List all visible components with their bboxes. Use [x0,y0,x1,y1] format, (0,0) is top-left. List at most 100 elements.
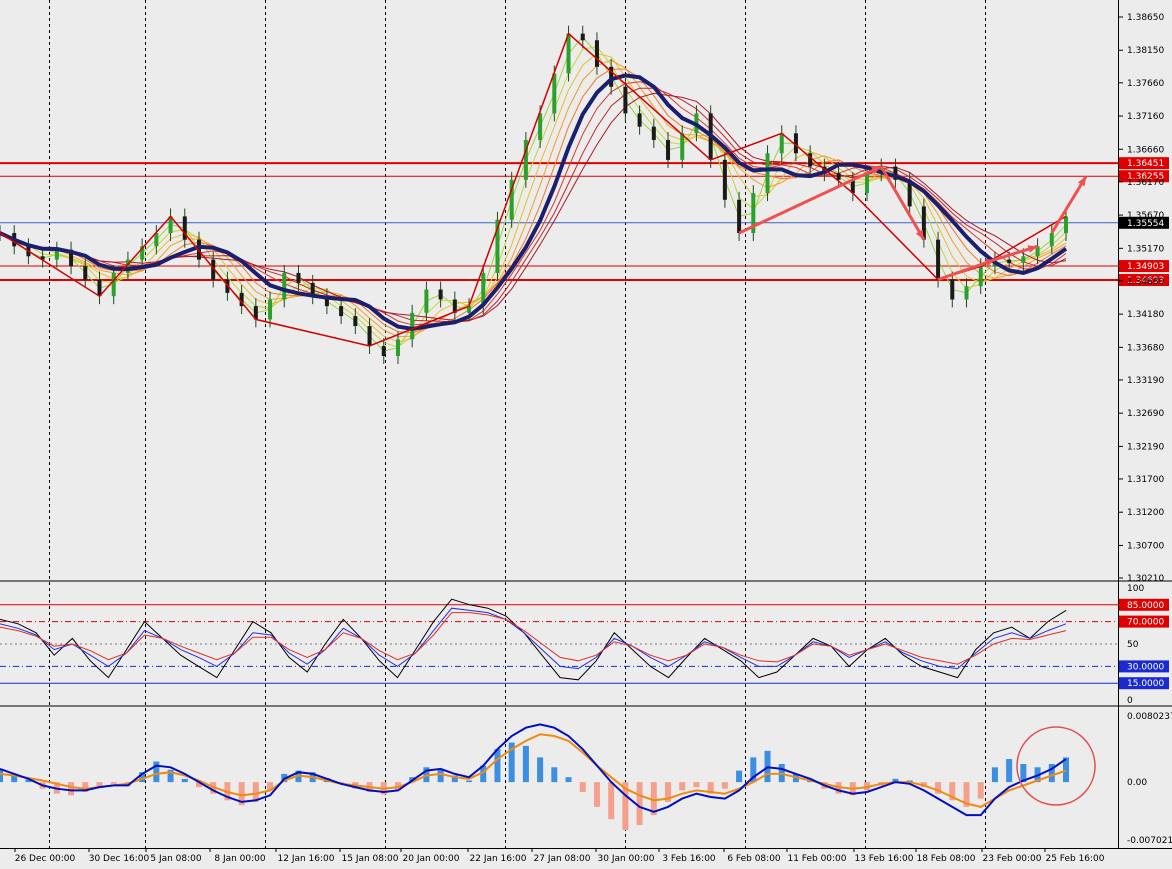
price-axis-label: 1.32190 [1127,442,1164,452]
stochastic-line [0,612,1067,665]
trend-arrow [879,165,926,241]
candle-body [239,292,244,307]
stochastic-level-label: 15.0000 [1127,679,1164,689]
macd-histogram-bar [565,777,572,783]
price-axis-label: 1.36170 [1127,178,1164,188]
macd-histogram-bar [466,780,473,783]
macd-histogram-bar [892,778,899,783]
price-axis-label: 1.38150 [1127,46,1164,56]
candle-body [609,66,614,87]
macd-line [0,723,1067,817]
candle-body [850,179,855,194]
stochastic-axis-label: 0 [1127,696,1133,706]
candle-body [808,153,813,167]
macd-histogram-bar [665,782,672,802]
macd-histogram-bar [252,782,259,802]
candle-body [410,312,415,340]
macd-histogram-bar [167,769,174,783]
macd-histogram-bar [707,782,714,794]
candle-body [538,113,543,140]
time-axis-label: 13 Feb 16:00 [854,854,913,864]
price-axis-label: 1.36660 [1127,145,1164,155]
candle-body [666,139,671,160]
candle-body [936,239,941,280]
macd-histogram-bar [82,782,89,793]
price-axis-label: 1.31200 [1127,508,1164,518]
price-level-label: 1.36255 [1127,172,1164,182]
candle-body [580,33,585,41]
candle-body [836,173,841,180]
trend-arrowhead [871,166,882,174]
price-level-tag [1119,157,1169,170]
trend-arrowhead [984,258,995,267]
macd-histogram-bar [267,782,274,791]
candle-body [921,206,926,240]
macd-histogram-bar [195,782,202,788]
trend-arrows [738,165,1088,281]
candle-body [125,259,130,273]
price-axis-label: 1.38650 [1127,13,1164,23]
time-axis-label: 27 Jan 08:00 [534,854,591,864]
candle-body [253,306,258,320]
candle-body [907,179,912,207]
macd-histogram-bar [508,742,515,783]
candle-body [168,216,173,234]
stochastic-level-label: 70.0000 [1127,618,1164,628]
candle-body [97,279,102,297]
price-level-tag [1119,260,1169,273]
time-axis-label: 30 Dec 16:00 [89,854,150,864]
price-level-label: 1.36451 [1127,159,1164,169]
candle-body [424,289,429,313]
candle-body [865,173,870,194]
candle-body [282,272,287,300]
stochastic-line [0,598,1067,681]
candle-body [964,286,969,300]
trend-arrow [937,258,996,281]
candle-body [651,126,656,140]
price-axis-label: 1.32690 [1127,409,1164,419]
macd-histogram-bar [991,767,998,783]
macd-histogram-bar [451,775,458,783]
price-axis-label: 1.30210 [1127,574,1164,584]
price-axis-label: 1.33680 [1127,343,1164,353]
candle-body [680,133,685,160]
highlight-circle [1016,726,1096,806]
macd-histogram-bar [650,782,657,816]
time-axis-label: 23 Feb 00:00 [982,854,1041,864]
stochastic-lines: 100 50 0 85.0000 70.0000 30.0000 15.0000 [0,584,1169,706]
time-axis-label: 25 Feb 16:00 [1045,854,1104,864]
candle-body [54,249,59,260]
macd-histogram-bar [721,782,728,789]
macd-histogram-bar [679,782,686,791]
macd-histogram-bar [977,782,984,799]
candle-body [1007,259,1012,263]
candle-body [69,249,74,267]
candle-body [879,166,884,174]
macd-histogram-bar [963,782,970,807]
candle-body [353,316,358,327]
macd-histogram-bar [110,782,117,784]
stochastic-level-label: 30.0000 [1127,662,1164,672]
time-axis-label: 6 Feb 08:00 [727,854,781,864]
candle-body [751,193,756,234]
candle-body [495,219,500,273]
candle-body [211,259,216,280]
macd-histogram-bar [437,768,444,783]
candle-body [481,272,486,307]
candle-body [296,272,301,283]
price-level-tag [1119,274,1169,287]
candle-body [722,159,727,200]
macd-histogram-bar [25,779,32,783]
price-axis: 1.38650 1.38150 1.37660 1.37160 1.36660 1.361… [1118,13,1164,584]
macd-histogram-bar [636,782,643,825]
macd-histogram-bar [949,782,956,801]
stochastic-level-tag [1119,615,1169,628]
macd-histogram-bar [593,782,600,807]
macd-histogram-bar [750,757,757,783]
time-axis-label: 12 Jan 16:00 [278,854,335,864]
macd-histogram-bar [693,782,700,788]
macd-histogram-bar [68,782,75,796]
candle-body [779,133,784,154]
candle-body [83,266,88,280]
